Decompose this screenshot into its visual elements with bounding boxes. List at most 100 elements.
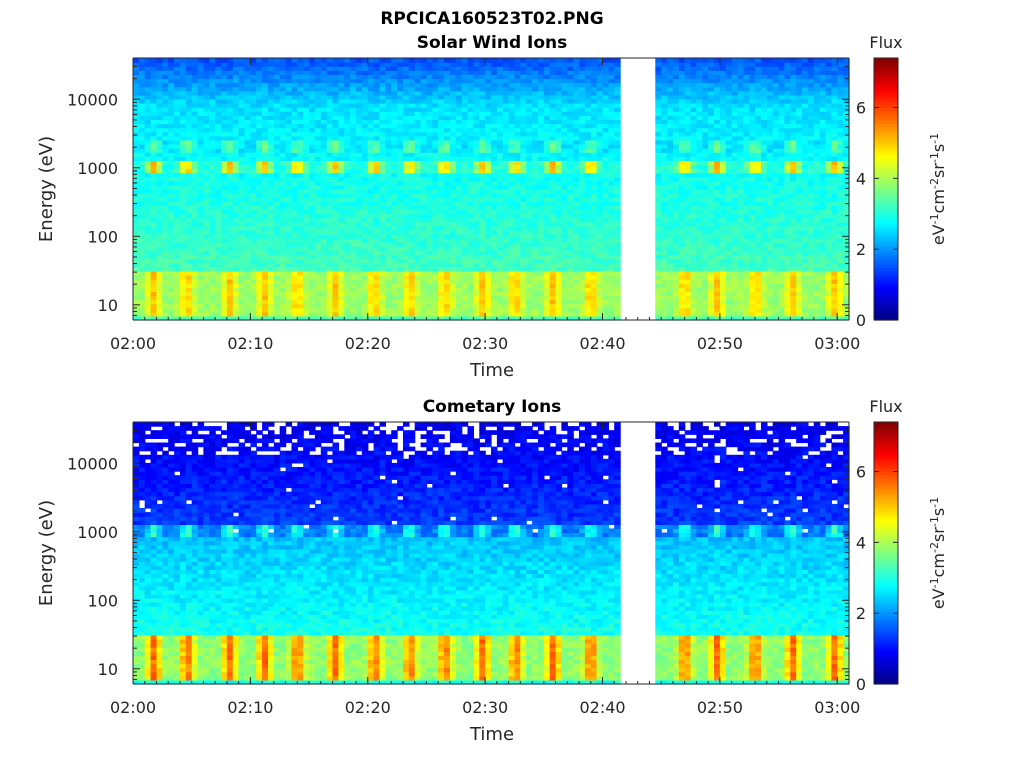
heatmap-cell <box>502 315 510 321</box>
heatmap-cell <box>379 229 386 235</box>
heatmap-cell <box>244 90 251 96</box>
heatmap-cell <box>414 229 422 235</box>
heatmap-cell <box>185 291 193 296</box>
heatmap-cell <box>303 246 310 251</box>
heatmap-cell <box>367 287 375 292</box>
heatmap-cell <box>373 78 381 84</box>
heatmap-cell <box>356 299 363 305</box>
heatmap-cell <box>250 115 257 120</box>
heatmap-cell <box>397 58 404 63</box>
heatmap-cell <box>262 160 269 165</box>
heatmap-cell <box>555 279 563 284</box>
heatmap-cell <box>320 66 328 71</box>
heatmap-cell <box>303 234 310 239</box>
heatmap-cell <box>385 74 392 80</box>
heatmap-cell <box>444 176 451 182</box>
heatmap-cell <box>250 221 257 227</box>
heatmap-cell <box>350 148 357 153</box>
heatmap-cell <box>256 189 263 194</box>
heatmap-cell <box>449 275 457 280</box>
heatmap-cell <box>344 144 351 149</box>
heatmap-cell <box>473 234 480 239</box>
heatmap-cell <box>180 86 187 92</box>
heatmap-cell <box>138 238 146 243</box>
heatmap-cell <box>262 262 269 268</box>
heatmap-cell <box>268 82 275 88</box>
heatmap-cell <box>326 193 334 198</box>
heatmap-cell <box>502 221 510 227</box>
heatmap-cell <box>543 315 551 321</box>
heatmap-cell <box>197 180 205 186</box>
heatmap-cell <box>514 62 521 67</box>
heatmap-cell <box>397 135 404 141</box>
heatmap-cell <box>285 148 293 153</box>
heatmap-cell <box>226 217 234 223</box>
heatmap-cell <box>473 311 480 317</box>
heatmap-cell <box>326 234 334 239</box>
heatmap-cell <box>379 262 386 268</box>
heatmap-cell <box>256 82 263 88</box>
heatmap-cell <box>408 193 416 198</box>
heatmap-cell <box>268 254 275 260</box>
heatmap-cell <box>320 148 328 153</box>
heatmap-cell <box>144 107 152 112</box>
heatmap-cell <box>373 148 381 153</box>
heatmap-cell <box>320 103 328 108</box>
heatmap-cell <box>385 193 392 198</box>
heatmap-cell <box>350 238 357 243</box>
heatmap-cell <box>514 152 521 157</box>
heatmap-cell <box>344 78 351 84</box>
heatmap-cell <box>403 144 410 149</box>
heatmap-cell <box>538 287 545 292</box>
heatmap-cell <box>567 217 574 223</box>
heatmap-cell <box>291 303 298 309</box>
heatmap-cell <box>561 295 568 301</box>
heatmap-cell <box>455 295 463 301</box>
heatmap-cell <box>414 90 422 96</box>
heatmap-cell <box>496 221 504 227</box>
heatmap-cell <box>397 262 404 268</box>
heatmap-cell <box>579 311 586 317</box>
heatmap-cell <box>561 275 568 280</box>
heatmap-cell <box>156 201 163 206</box>
heatmap-cell <box>221 86 228 92</box>
heatmap-cell <box>156 139 163 145</box>
heatmap-cell <box>215 291 222 296</box>
heatmap-cell <box>526 291 533 296</box>
heatmap-cell <box>561 229 568 235</box>
heatmap-cell <box>367 127 375 133</box>
heatmap-cell <box>491 111 498 116</box>
heatmap-cell <box>391 98 398 104</box>
heatmap-cell <box>467 107 474 112</box>
heatmap-cell <box>344 94 351 100</box>
heatmap-cell <box>285 225 293 231</box>
heatmap-cell <box>133 58 140 63</box>
heatmap-cell <box>344 201 351 206</box>
heatmap-cell <box>526 307 533 313</box>
heatmap-cell <box>403 139 410 145</box>
heatmap-cell <box>420 262 428 268</box>
heatmap-cell <box>532 279 539 284</box>
heatmap-cell <box>238 242 246 247</box>
heatmap-cell <box>138 172 146 178</box>
heatmap-cell <box>303 279 310 284</box>
heatmap-cell <box>573 189 580 194</box>
heatmap-cell <box>408 127 416 133</box>
heatmap-cell <box>215 66 222 71</box>
heatmap-cell <box>496 291 504 296</box>
heatmap-cell <box>285 201 293 206</box>
heatmap-cell <box>350 250 357 256</box>
heatmap-cell <box>314 205 322 211</box>
heatmap-cell <box>584 172 592 178</box>
heatmap-cell <box>584 221 592 227</box>
heatmap-cell <box>397 78 404 84</box>
heatmap-cell <box>138 193 146 198</box>
heatmap-cell <box>567 172 574 178</box>
heatmap-cell <box>455 82 463 88</box>
heatmap-cell <box>420 148 428 153</box>
heatmap-cell <box>514 242 521 247</box>
heatmap-cell <box>215 209 222 215</box>
heatmap-cell <box>543 242 551 247</box>
heatmap-cell <box>526 111 533 116</box>
heatmap-cell <box>543 152 551 157</box>
